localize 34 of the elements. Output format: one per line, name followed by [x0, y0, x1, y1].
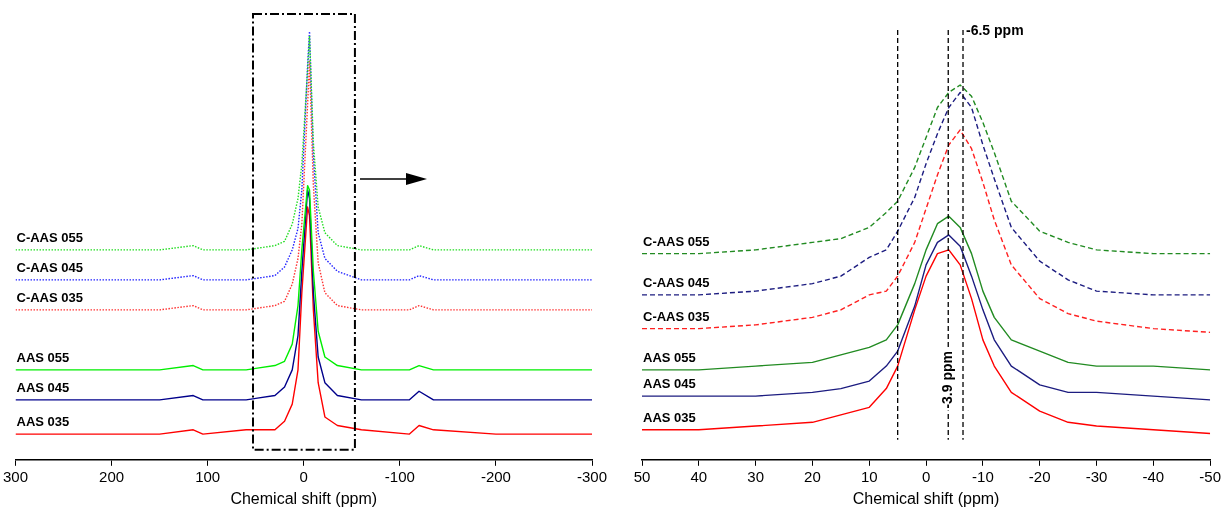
series-label: C-AAS 055 — [16, 229, 83, 245]
x-tick-label: -10 — [972, 467, 994, 485]
series-label: AAS 035 — [643, 409, 696, 425]
x-axis-title: Chemical shift (ppm) — [852, 489, 1000, 507]
x-axis-title: Chemical shift (ppm) — [230, 489, 378, 507]
series-label: C-AAS 045 — [643, 274, 710, 290]
series-label: C-AAS 045 — [16, 259, 83, 275]
x-tick-label: 0 — [921, 467, 931, 485]
series-label: C-AAS 055 — [643, 233, 710, 249]
series-label: C-AAS 035 — [643, 308, 710, 324]
x-tick-label: -30 — [1085, 467, 1108, 485]
x-tick-label: 100 — [195, 467, 221, 485]
series-label: AAS 045 — [643, 376, 696, 392]
x-tick-label: -300 — [576, 467, 608, 485]
x-tick-label: -50 — [1199, 467, 1221, 485]
series-label: AAS 055 — [16, 349, 70, 365]
x-tick-label: 40 — [690, 467, 708, 485]
x-tick-label: 10 — [860, 467, 878, 485]
series-label: AAS 035 — [16, 414, 70, 430]
series-label: AAS 055 — [643, 349, 696, 365]
series-label: C-AAS 035 — [16, 289, 83, 305]
ref-line-label: -3.9 ppm — [939, 351, 956, 409]
series-label: AAS 045 — [16, 379, 70, 395]
x-tick-label: 200 — [99, 467, 125, 485]
x-tick-label: 300 — [3, 467, 29, 485]
x-tick-label: -20 — [1028, 467, 1051, 485]
x-tick-label: -200 — [480, 467, 511, 485]
x-tick-label: 20 — [804, 467, 821, 485]
ref-line-label: -6.5 ppm — [966, 21, 1024, 38]
x-tick-label: 0 — [299, 467, 308, 485]
x-tick-label: -100 — [384, 467, 415, 485]
x-tick-label: 50 — [633, 467, 651, 485]
x-tick-label: -40 — [1142, 467, 1165, 485]
x-tick-label: 30 — [747, 467, 764, 485]
